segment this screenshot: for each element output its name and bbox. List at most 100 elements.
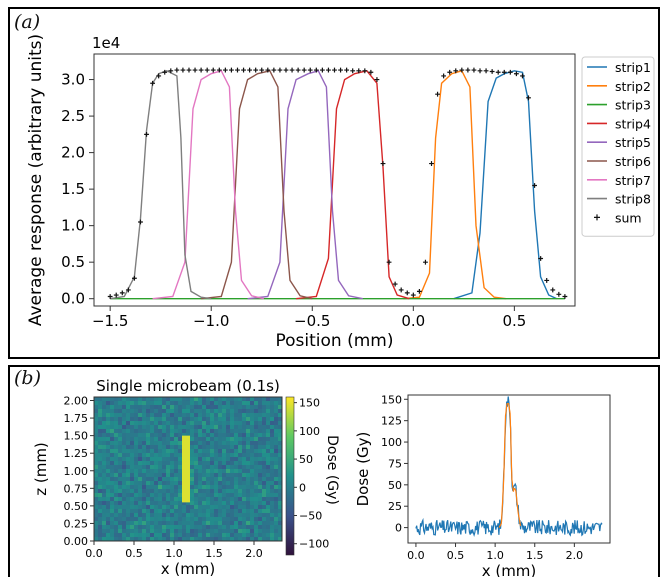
heatmap-cell (254, 489, 258, 493)
heatmap-cell (270, 449, 274, 453)
heatmap-cell (246, 433, 250, 437)
heatmap-cell (102, 417, 106, 421)
heatmap-cell (266, 529, 270, 533)
heatmap-cell (218, 405, 222, 409)
heatmap-cell (198, 501, 202, 505)
heatmap-cell (166, 473, 170, 477)
heatmap-cell (242, 509, 246, 513)
heatmap-cell (242, 537, 246, 541)
y-axis-label: Average response (arbitrary units) (26, 34, 46, 326)
heatmap-cell (110, 485, 114, 489)
heatmap-cell (182, 405, 186, 409)
heatmap-cell (110, 521, 114, 525)
heatmap-cell (138, 525, 142, 529)
heatmap-cell (234, 533, 238, 537)
heatmap-cell (110, 461, 114, 465)
heatmap-cell (226, 409, 230, 413)
heatmap-cell (178, 421, 182, 425)
heatmap-cell (194, 517, 198, 521)
heatmap-cell (146, 413, 150, 417)
heatmap-cell (182, 537, 186, 541)
heatmap-cell (266, 437, 270, 441)
heatmap-cell (150, 481, 154, 485)
heatmap-cell (154, 445, 158, 449)
heatmap-cell (154, 469, 158, 473)
heatmap-cell (198, 441, 202, 445)
heatmap-cell (142, 405, 146, 409)
heatmap-cell (218, 425, 222, 429)
heatmap-cell (174, 537, 178, 541)
heatmap-cell (178, 405, 182, 409)
sum-point (501, 69, 507, 75)
heatmap-cell (278, 513, 282, 517)
heatmap-cell (130, 457, 134, 461)
heatmap-cell (130, 477, 134, 481)
dose-heatmap: Single microbeam (0.1s)0.0 0.5 1.0 1.5 2.00.… (32, 377, 340, 577)
heatmap-cell (202, 521, 206, 525)
heatmap-cell (226, 505, 230, 509)
heatmap-cell (138, 413, 142, 417)
heatmap-cell (238, 509, 242, 513)
heatmap-cell (94, 481, 98, 485)
heatmap-cell (198, 521, 202, 525)
heatmap-cell (270, 537, 274, 541)
heatmap-cell (126, 445, 130, 449)
heatmap-cell (226, 453, 230, 457)
heatmap-cell (194, 401, 198, 405)
heatmap-cell (94, 485, 98, 489)
sum-point (410, 292, 416, 298)
heatmap-cell (114, 497, 118, 501)
sum-point (441, 73, 447, 79)
heatmap-cell (114, 401, 118, 405)
heatmap-cell (94, 449, 98, 453)
heatmap-cell (106, 429, 110, 433)
series-line-strip8 (110, 70, 212, 300)
heatmap-cell (166, 453, 170, 457)
heatmap-cell (246, 489, 250, 493)
heatmap-cell (210, 437, 214, 441)
heatmap-cell (178, 529, 182, 533)
heatmap-cell (278, 497, 282, 501)
heatmap-cell (142, 437, 146, 441)
heatmap-cell (238, 429, 242, 433)
heatmap-cell (174, 525, 178, 529)
colorbar-tick-label: 50 (299, 453, 313, 466)
heatmap-cell (154, 437, 158, 441)
sum-point (362, 68, 368, 74)
heatmap-cell (206, 525, 210, 529)
heatmap-cell (158, 433, 162, 437)
heatmap-cell (126, 457, 130, 461)
heatmap-cell (158, 405, 162, 409)
heatmap-cell (110, 409, 114, 413)
sum-point (156, 73, 162, 79)
heatmap-cell (190, 521, 194, 525)
heatmap-cell (238, 397, 242, 401)
heatmap-cell (166, 493, 170, 497)
heatmap-cell (166, 525, 170, 529)
heatmap-cell (206, 501, 210, 505)
heatmap-cell (190, 441, 194, 445)
y-tick-label: 50 (388, 479, 402, 492)
heatmap-cell (202, 501, 206, 505)
heatmap-cell (106, 397, 110, 401)
heatmap-cell (182, 425, 186, 429)
heatmap-cell (178, 417, 182, 421)
heatmap-cell (190, 445, 194, 449)
heatmap-cell (118, 409, 122, 413)
heatmap-cell (262, 485, 266, 489)
heatmap-cell (214, 457, 218, 461)
heatmap-cell (238, 409, 242, 413)
heatmap-cell (122, 533, 126, 537)
heatmap-cell (250, 517, 254, 521)
heatmap-cell (254, 493, 258, 497)
heatmap-cell (270, 405, 274, 409)
heatmap-cell (206, 477, 210, 481)
sum-point (174, 67, 180, 73)
heatmap-cell (242, 481, 246, 485)
heatmap-cell (258, 433, 262, 437)
heatmap-cell (114, 489, 118, 493)
heatmap-cell (130, 469, 134, 473)
heatmap-cell (206, 433, 210, 437)
heatmap-cell (190, 461, 194, 465)
heatmap-cell (150, 493, 154, 497)
